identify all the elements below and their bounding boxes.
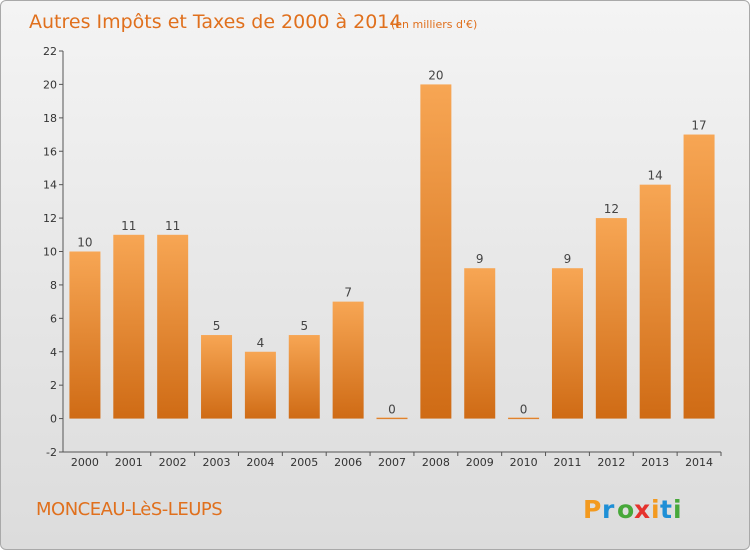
x-tick-label: 2005 <box>290 456 318 469</box>
y-tick-label: 2 <box>50 379 57 392</box>
logo-letter-i2: i <box>673 495 682 524</box>
value-label: 5 <box>300 319 308 333</box>
x-tick-label: 2012 <box>597 456 625 469</box>
x-tick-label: 2003 <box>203 456 231 469</box>
bar <box>551 268 583 419</box>
x-tick-label: 2000 <box>71 456 99 469</box>
chart-title: Autres Impôts et Taxes de 2000 à 2014 <box>29 11 402 33</box>
bar <box>595 218 627 419</box>
y-tick-label: 16 <box>43 145 57 158</box>
y-tick-label: 0 <box>50 413 57 426</box>
commune-name: MONCEAU-LèS-LEUPS <box>36 499 222 520</box>
x-tick-label: 2009 <box>466 456 494 469</box>
bar <box>420 84 452 419</box>
y-tick-label: 10 <box>43 246 57 259</box>
logo-letter-r: r <box>602 495 615 524</box>
bar <box>113 234 145 419</box>
y-tick-label: 22 <box>43 45 57 58</box>
x-tick-label: 2007 <box>378 456 406 469</box>
y-tick-label: 14 <box>43 179 57 192</box>
value-label: 9 <box>564 252 572 266</box>
y-tick-label: 8 <box>50 279 57 292</box>
logo-letter-x: x <box>634 495 650 524</box>
value-label: 12 <box>604 202 619 216</box>
bar <box>639 184 671 419</box>
bar <box>376 417 408 420</box>
y-tick-label: 18 <box>43 112 57 125</box>
x-tick-label: 2001 <box>115 456 143 469</box>
x-tick-label: 2008 <box>422 456 450 469</box>
chart-subtitle: (en milliers d'€) <box>391 18 477 31</box>
value-label: 5 <box>213 319 221 333</box>
value-label: 17 <box>691 119 706 133</box>
bar <box>683 134 715 419</box>
x-tick-label: 2004 <box>246 456 274 469</box>
logo-letter-i: i <box>651 495 660 524</box>
logo-letter-p: P <box>583 495 601 524</box>
bar <box>201 335 233 419</box>
value-label: 0 <box>520 403 528 417</box>
y-tick-label: 6 <box>50 312 57 325</box>
x-tick-label: 2010 <box>510 456 538 469</box>
value-label: 4 <box>257 336 265 350</box>
y-tick-label: 12 <box>43 212 57 225</box>
value-label: 11 <box>165 219 180 233</box>
x-tick-label: 2014 <box>685 456 713 469</box>
bar <box>332 301 364 419</box>
bar <box>69 251 101 419</box>
bar <box>244 351 276 419</box>
y-tick-label: 20 <box>43 78 57 91</box>
x-tick-label: 2006 <box>334 456 362 469</box>
logo-letter-o: o <box>617 495 634 524</box>
y-tick-label: 4 <box>50 346 57 359</box>
value-label: 11 <box>121 219 136 233</box>
proxiti-logo: P r o x i t i <box>583 495 682 524</box>
y-tick-label: -2 <box>46 446 57 459</box>
value-label: 9 <box>476 252 484 266</box>
value-label: 14 <box>648 169 663 183</box>
bar <box>288 335 320 419</box>
y-axis: -2 0 2 4 6 8 10 12 14 16 18 20 22 <box>43 45 64 459</box>
value-label: 10 <box>77 236 92 250</box>
bar <box>157 234 189 419</box>
value-label: 7 <box>344 286 352 300</box>
value-label: 0 <box>388 403 396 417</box>
bar <box>508 417 540 420</box>
value-label: 20 <box>428 68 443 82</box>
bar <box>464 268 496 419</box>
x-tick-label: 2013 <box>641 456 669 469</box>
value-labels: 10 11 11 5 4 5 7 0 20 9 0 9 12 14 17 <box>77 68 706 416</box>
bars <box>69 84 715 420</box>
x-tick-label: 2002 <box>159 456 187 469</box>
x-tick-label: 2011 <box>553 456 581 469</box>
x-axis: 2000 2001 2002 2003 2004 2005 2006 2007 2008 2009… <box>63 451 722 469</box>
logo-letter-t: t <box>660 495 672 524</box>
